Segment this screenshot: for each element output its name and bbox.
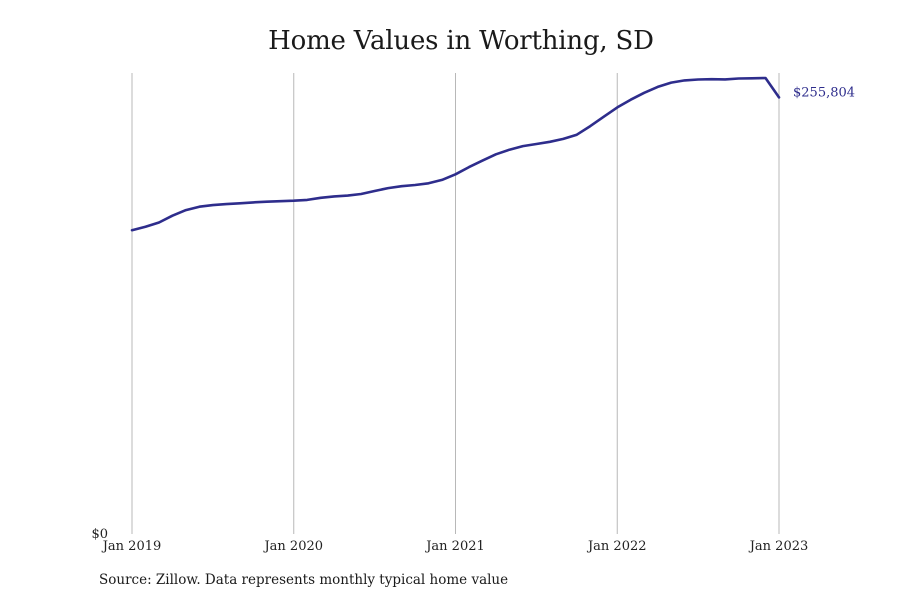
x-tick-label: Jan 2020 xyxy=(262,539,323,554)
x-tick-label: Jan 2022 xyxy=(586,539,647,554)
axis-labels: Jan 2019 Jan 2020 Jan 2021 Jan 2022 Jan 2023… xyxy=(91,85,855,554)
x-tick-label: Jan 2021 xyxy=(424,539,485,554)
end-value-label: $255,804 xyxy=(793,85,855,100)
gridlines xyxy=(131,73,780,534)
chart-title: Home Values in Worthing, SD xyxy=(268,26,654,56)
source-note: Source: Zillow. Data represents monthly … xyxy=(99,572,509,588)
series-layer xyxy=(130,76,781,232)
x-tick-label: Jan 2019 xyxy=(101,539,162,554)
y-tick-label: $0 xyxy=(91,527,108,542)
series-line-0 xyxy=(130,76,781,232)
x-tick-label: Jan 2023 xyxy=(748,539,809,554)
